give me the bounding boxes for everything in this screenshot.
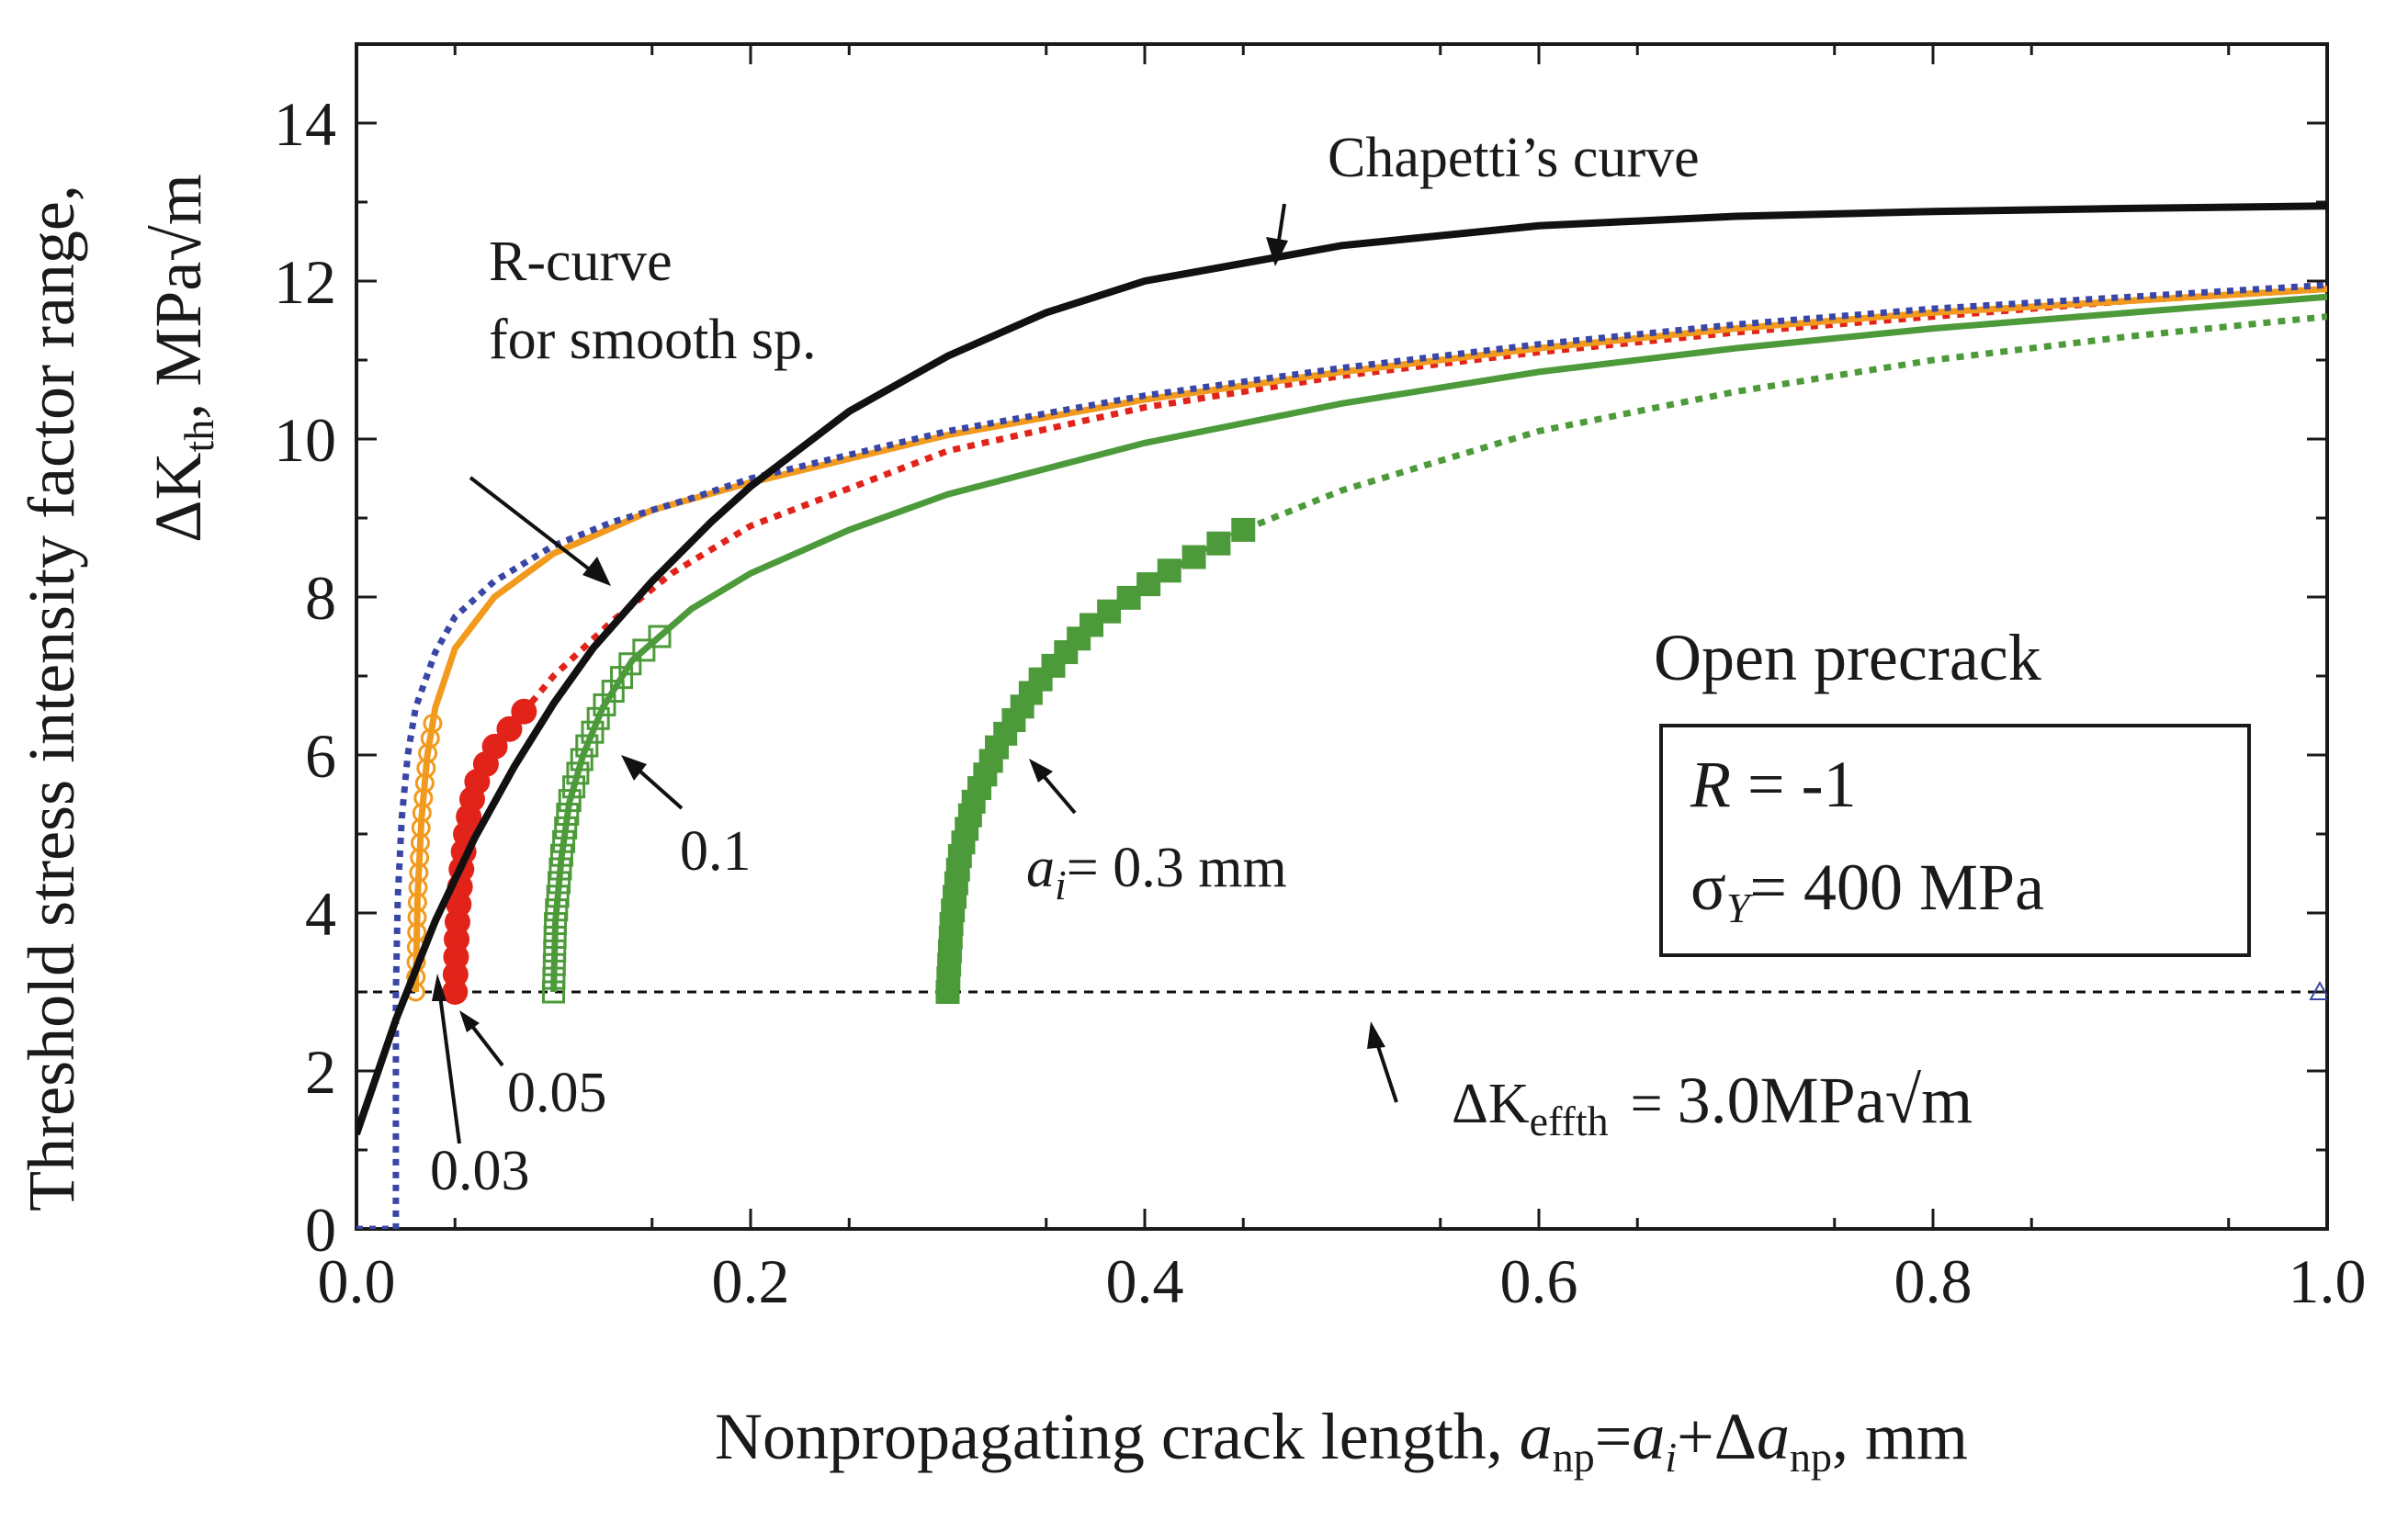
keff-arrow <box>1374 1037 1398 1103</box>
open-precrack-label: Open precrack <box>1654 621 2041 694</box>
data-point <box>562 775 586 799</box>
label-0.05: 0.05 <box>507 1062 607 1124</box>
params-r: R = -1 <box>1690 748 1857 821</box>
y-tick-label: 8 <box>305 563 336 633</box>
data-point <box>610 666 634 690</box>
data-point <box>546 884 570 908</box>
data-point <box>581 720 605 744</box>
data-point <box>414 773 435 794</box>
label-0.3mm-arrowhead <box>1029 759 1053 783</box>
y-axis-title-line2: ΔKth, MPa√m <box>141 174 222 543</box>
axis-ticks <box>355 44 2329 1231</box>
rcurve-arrow <box>469 476 601 579</box>
series-r-curve <box>356 281 2327 1229</box>
x-tick-label: 0.4 <box>1106 1246 1184 1316</box>
x-tick-label: 0.2 <box>712 1246 790 1316</box>
data-point <box>408 877 428 897</box>
chapetti-label: Chapetti’s curve <box>1328 127 1700 189</box>
plot-frame <box>355 42 2329 1231</box>
label-0.05-arrow <box>467 1020 504 1067</box>
data-point <box>618 652 642 676</box>
y-tick-label: 4 <box>305 879 336 949</box>
data-point <box>648 625 672 648</box>
label-0.03-arrowhead <box>432 974 447 1001</box>
keff-arrowhead <box>1367 1021 1385 1049</box>
label-0.05-arrowhead <box>459 1010 480 1032</box>
x-tick-label: 0.0 <box>318 1246 396 1316</box>
data-point <box>511 698 537 725</box>
data-point <box>549 843 573 867</box>
data-point <box>413 788 434 808</box>
rcurve-label-line1: R-curve <box>489 231 673 293</box>
x-tick-label: 0.8 <box>1894 1246 1973 1316</box>
series-layer <box>356 202 2327 1229</box>
data-point <box>481 733 508 760</box>
data-point <box>542 966 566 990</box>
data-point <box>407 922 427 942</box>
x-axis-title: Nonpropagating crack length, anp=ai+Δanp… <box>715 1400 1968 1481</box>
tick-labels: 0.0 0.2 0.4 0.6 0.8 1.0 0 2 4 6 8 10 12 14 <box>274 89 2367 1316</box>
data-point <box>558 789 582 813</box>
data-point <box>542 980 565 1004</box>
data-point <box>407 907 427 928</box>
data-point <box>570 748 594 772</box>
data-point <box>542 952 566 976</box>
data-point <box>416 758 436 778</box>
label-0.1-arrowhead <box>621 755 647 781</box>
x-tick-label: 0.6 <box>1500 1246 1578 1316</box>
data-point <box>554 816 578 839</box>
y-tick-label: 12 <box>274 247 336 317</box>
y-tick-label: 6 <box>305 721 336 791</box>
data-point <box>575 734 599 758</box>
data-point <box>411 817 431 838</box>
data-point <box>556 803 580 826</box>
label-0.03-arrow <box>437 987 461 1144</box>
y-axis-title-line1: Threshold stress intensity factor range, <box>15 185 88 1211</box>
label-0.3mm: ai= 0.3 mm <box>1026 837 1287 908</box>
data-point <box>412 803 432 823</box>
params-box <box>1659 724 2251 957</box>
series-chapetti-curve <box>356 202 2327 1136</box>
data-point <box>410 833 430 853</box>
y-tick-label: 10 <box>274 405 336 475</box>
label-0.03: 0.03 <box>430 1140 530 1202</box>
data-point <box>586 706 610 730</box>
label-0.1: 0.1 <box>680 820 752 883</box>
data-point <box>544 912 568 936</box>
data-point <box>410 848 430 868</box>
data-point <box>496 715 523 742</box>
y-tick-label: 2 <box>305 1037 336 1107</box>
data-point <box>407 893 427 913</box>
data-point <box>593 693 616 716</box>
rcurve-label-line2: for smooth sp. <box>489 309 817 371</box>
data-point <box>545 898 569 922</box>
data-point <box>1136 572 1161 597</box>
data-point <box>423 714 443 734</box>
data-point <box>409 862 429 883</box>
y-tick-label: 0 <box>305 1195 336 1265</box>
chapetti-arrowhead <box>1266 237 1288 266</box>
data-point <box>566 761 590 785</box>
data-point <box>1206 531 1231 556</box>
data-point <box>632 638 656 662</box>
data-point <box>601 680 625 704</box>
data-point <box>1181 545 1206 569</box>
data-point <box>552 829 576 853</box>
data-point <box>1231 517 1256 542</box>
x-tick-label: 1.0 <box>2289 1246 2367 1316</box>
data-point <box>1157 558 1181 583</box>
keff-label: ΔKeffth = 3.0MPa√m <box>1452 1064 1973 1144</box>
data-point <box>548 857 572 881</box>
data-point <box>548 871 571 895</box>
data-point <box>543 925 567 949</box>
params-sigma: σY= 400 MPa <box>1690 851 2044 931</box>
threshold-end-marker <box>2309 980 2327 1000</box>
data-point <box>543 939 567 963</box>
rcurve-arrowhead <box>582 557 611 586</box>
y-tick-label: 14 <box>274 89 336 159</box>
